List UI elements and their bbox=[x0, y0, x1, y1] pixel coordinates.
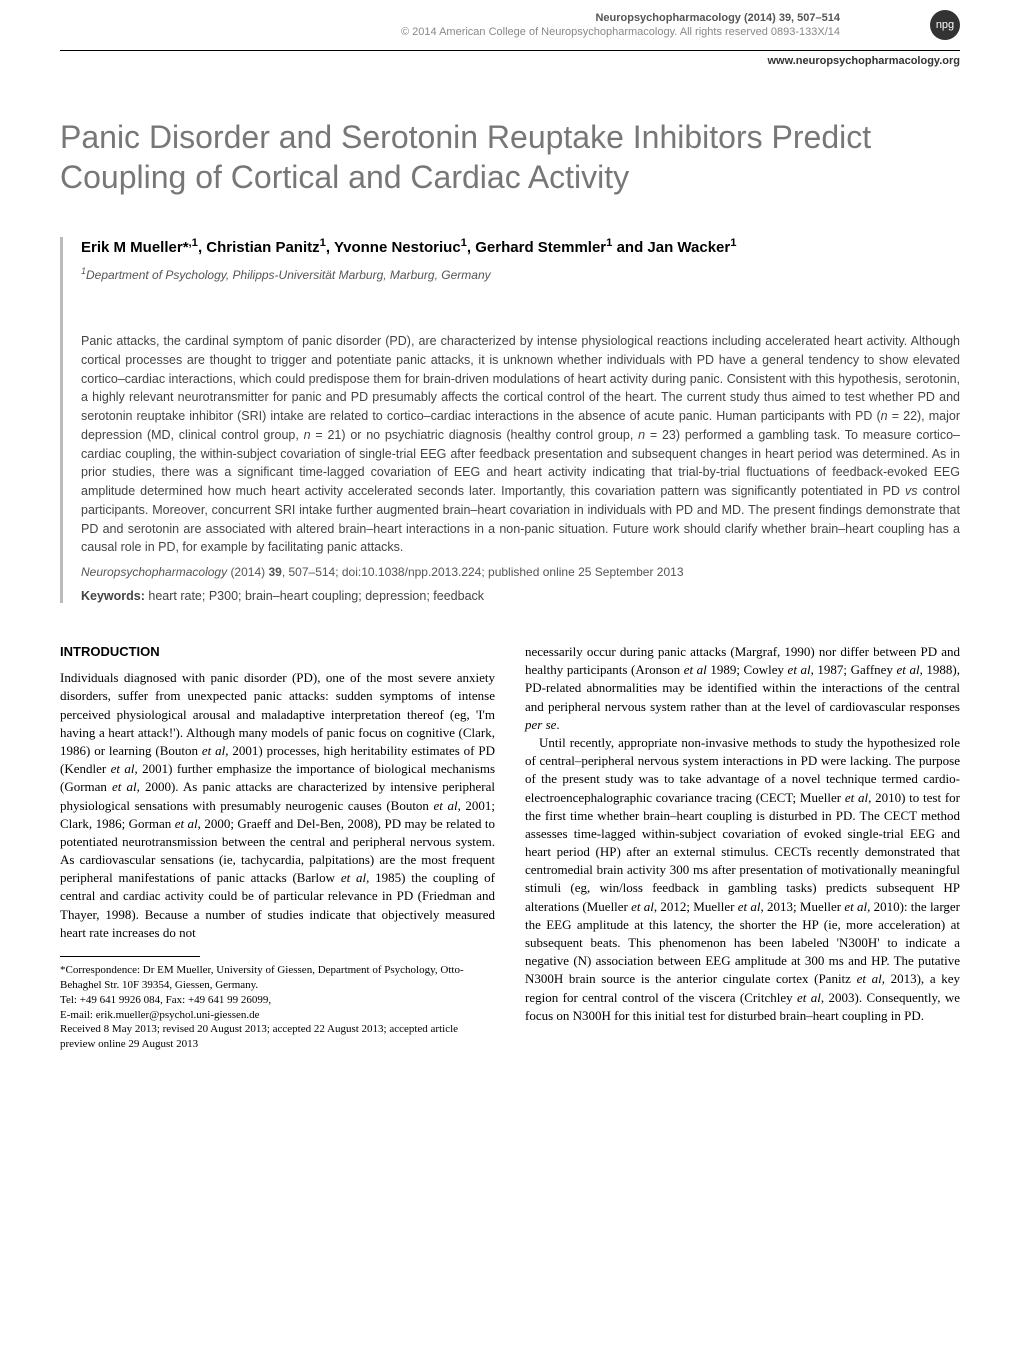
intro-paragraph-1-cont: necessarily occur during panic attacks (… bbox=[525, 643, 960, 734]
header-rule bbox=[60, 50, 960, 51]
left-column: INTRODUCTION Individuals diagnosed with … bbox=[60, 643, 495, 1052]
journal-row: Neuropsychopharmacology (2014) 39, 507–5… bbox=[401, 10, 960, 40]
body-columns: INTRODUCTION Individuals diagnosed with … bbox=[0, 633, 1020, 1092]
citation-journal: Neuropsychopharmacology bbox=[81, 565, 227, 579]
keywords-label: Keywords: bbox=[81, 589, 145, 603]
header-right: Neuropsychopharmacology (2014) 39, 507–5… bbox=[401, 10, 960, 40]
npg-badge-icon: npg bbox=[930, 10, 960, 40]
keywords-text: heart rate; P300; brain–heart coupling; … bbox=[145, 589, 484, 603]
abstract-block: Panic attacks, the cardinal symptom of p… bbox=[60, 332, 1020, 603]
footnote-correspondence: *Correspondence: Dr EM Mueller, Universi… bbox=[60, 963, 495, 993]
right-column: necessarily occur during panic attacks (… bbox=[525, 643, 960, 1052]
citation-yearvol: (2014) bbox=[230, 565, 268, 579]
footnote-tel-fax: Tel: +49 641 9926 084, Fax: +49 641 99 2… bbox=[60, 993, 495, 1008]
website-url: www.neuropsychopharmacology.org bbox=[0, 55, 1020, 97]
article-title: Panic Disorder and Serotonin Reuptake In… bbox=[0, 97, 1020, 237]
intro-paragraph-1: Individuals diagnosed with panic disorde… bbox=[60, 669, 495, 942]
header-text: Neuropsychopharmacology (2014) 39, 507–5… bbox=[401, 12, 840, 38]
footnote-dates: Received 8 May 2013; revised 20 August 2… bbox=[60, 1022, 495, 1052]
footnote-block: *Correspondence: Dr EM Mueller, Universi… bbox=[60, 963, 495, 1052]
header-bar: Neuropsychopharmacology (2014) 39, 507–5… bbox=[0, 0, 1020, 44]
abstract-text: Panic attacks, the cardinal symptom of p… bbox=[81, 332, 960, 565]
section-heading-introduction: INTRODUCTION bbox=[60, 643, 495, 661]
footnote-email: E-mail: erik.mueller@psychol.uni-giessen… bbox=[60, 1008, 495, 1023]
citation-vol: 39 bbox=[268, 565, 281, 579]
author-list: Erik M Mueller*,1, Christian Panitz1, Yv… bbox=[81, 237, 960, 266]
keywords-line: Keywords: heart rate; P300; brain–heart … bbox=[81, 589, 960, 603]
author-block: Erik M Mueller*,1, Christian Panitz1, Yv… bbox=[60, 237, 1020, 332]
citation-line: Neuropsychopharmacology (2014) 39, 507–5… bbox=[81, 565, 960, 589]
copyright-line: © 2014 American College of Neuropsychoph… bbox=[401, 26, 840, 38]
affiliation: 1Department of Psychology, Philipps-Univ… bbox=[81, 266, 960, 332]
journal-name: Neuropsychopharmacology (2014) 39, 507–5… bbox=[401, 12, 840, 24]
page: Neuropsychopharmacology (2014) 39, 507–5… bbox=[0, 0, 1020, 1092]
intro-paragraph-2: Until recently, appropriate non-invasive… bbox=[525, 734, 960, 1025]
footnote-rule bbox=[60, 956, 200, 957]
citation-pages: , 507–514; doi:10.1038/npp.2013.224; pub… bbox=[282, 565, 684, 579]
